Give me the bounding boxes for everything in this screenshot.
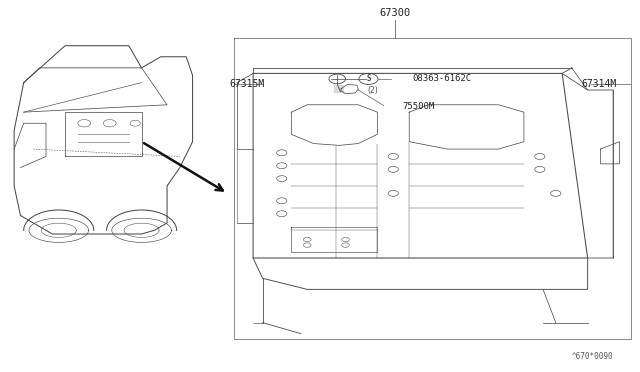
Text: S: S (366, 74, 371, 83)
Text: 67314M: 67314M (581, 80, 616, 89)
Text: (2): (2) (367, 86, 378, 94)
Circle shape (329, 74, 346, 84)
Text: 67300: 67300 (380, 8, 411, 18)
Text: 08363-6162C: 08363-6162C (412, 74, 472, 83)
Text: 75500M: 75500M (403, 102, 435, 111)
Circle shape (359, 73, 378, 84)
Text: 67315M: 67315M (229, 80, 264, 89)
Text: ^670*0090: ^670*0090 (572, 352, 613, 361)
